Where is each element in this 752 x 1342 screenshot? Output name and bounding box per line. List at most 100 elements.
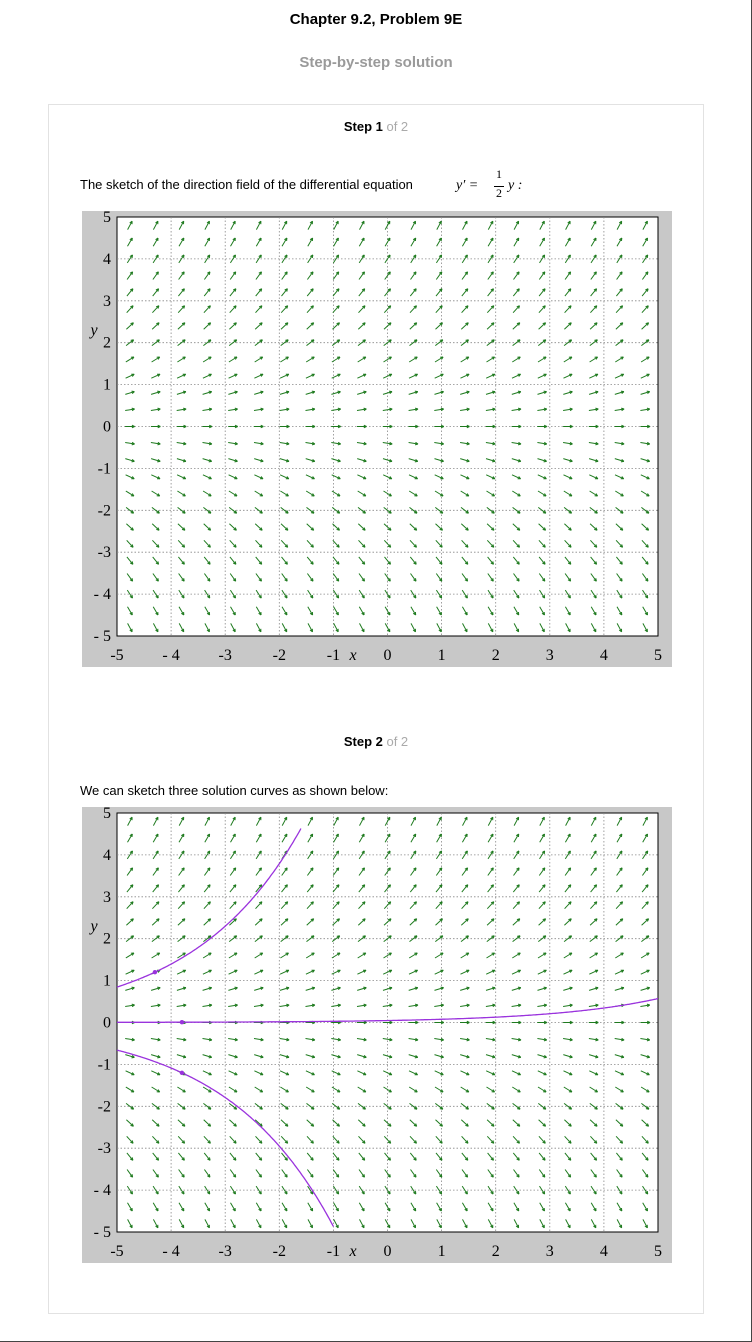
arrow-head: [387, 271, 391, 275]
arrow-head: [412, 628, 416, 633]
arrow-head: [568, 918, 572, 922]
direction-arrow: [126, 539, 134, 548]
direction-arrow: [616, 867, 623, 876]
arrow-head: [568, 1089, 573, 1093]
direction-arrow: [460, 458, 470, 463]
arrow-head: [464, 1174, 469, 1178]
arrow-head: [259, 510, 263, 514]
arrow-shaft: [590, 305, 598, 314]
arrow-head: [516, 595, 520, 599]
arrow-head: [515, 833, 520, 838]
arrow-head: [233, 356, 238, 360]
arrow-shaft: [588, 1038, 599, 1041]
arrow-head: [258, 1174, 262, 1178]
arrow-shaft: [511, 373, 521, 379]
direction-arrow: [305, 407, 316, 412]
arrow-shaft: [152, 833, 159, 843]
direction-arrow: [539, 606, 545, 616]
arrow-shaft: [357, 1119, 366, 1127]
arrow-shaft: [279, 458, 290, 462]
arrow-head: [464, 867, 469, 871]
arrow-shaft: [616, 254, 623, 264]
arrow-head: [645, 510, 650, 514]
arrow-head: [129, 288, 134, 292]
direction-arrow: [537, 1086, 547, 1093]
arrow-shaft: [435, 850, 443, 860]
arrow-shaft: [126, 1135, 134, 1144]
direction-arrow: [615, 935, 624, 942]
arrow-shaft: [202, 1054, 212, 1058]
direction-arrow: [513, 623, 520, 633]
direction-arrow: [305, 474, 315, 480]
arrow-shaft: [511, 391, 521, 395]
arrow-shaft: [152, 288, 159, 297]
arrow-shaft: [382, 373, 393, 379]
arrow-head: [593, 271, 597, 275]
direction-arrow: [408, 986, 419, 991]
arrow-shaft: [511, 1054, 521, 1058]
arrow-head: [646, 969, 650, 973]
direction-arrow: [589, 935, 598, 942]
arrow-head: [413, 578, 417, 582]
direction-arrow: [487, 1202, 494, 1212]
direction-arrow: [255, 606, 262, 616]
arrow-shaft: [331, 952, 341, 959]
arrow-shaft: [281, 1202, 288, 1212]
arrow-shaft: [150, 408, 161, 411]
arrow-head: [389, 1020, 393, 1025]
arrow-head: [337, 476, 341, 480]
arrow-shaft: [305, 474, 315, 480]
direction-arrow: [539, 816, 545, 826]
direction-arrow: [537, 1003, 548, 1008]
arrow-shaft: [305, 952, 315, 959]
arrow-head: [542, 305, 546, 309]
direction-arrow: [487, 1152, 494, 1161]
arrow-head: [284, 1140, 289, 1144]
arrow-head: [490, 561, 494, 565]
arrow-shaft: [563, 1103, 572, 1110]
arrow-shaft: [151, 1070, 161, 1076]
arrow-head: [466, 1020, 470, 1025]
arrow-shaft: [460, 442, 470, 445]
arrow-shaft: [358, 867, 365, 876]
arrow-shaft: [358, 254, 365, 264]
arrow-head: [155, 561, 160, 565]
arrow-head: [438, 816, 442, 821]
arrow-shaft: [436, 220, 442, 230]
arrow-head: [388, 373, 393, 377]
arrow-head: [387, 1224, 391, 1229]
arrow-shaft: [307, 1219, 313, 1229]
arrow-head: [232, 816, 236, 821]
arrow-shaft: [486, 490, 495, 497]
y-tick-label: -1: [98, 460, 111, 477]
arrow-shaft: [513, 237, 520, 247]
arrow-head: [181, 1207, 185, 1212]
arrow-shaft: [434, 373, 444, 379]
direction-arrow: [616, 1219, 623, 1229]
direction-arrow: [460, 523, 469, 531]
arrow-shaft: [125, 391, 135, 395]
initial-point-marker: [179, 1070, 185, 1075]
arrow-head: [594, 476, 599, 480]
arrow-head: [466, 1072, 470, 1076]
arrow-head: [465, 510, 469, 514]
direction-arrow: [408, 490, 418, 497]
arrow-shaft: [230, 816, 236, 826]
arrow-head: [619, 305, 624, 309]
direction-arrow: [281, 867, 288, 876]
arrow-head: [157, 1037, 161, 1042]
arrow-head: [413, 322, 418, 326]
arrow-head: [438, 237, 442, 242]
direction-arrow: [589, 322, 598, 330]
arrow-shaft: [461, 1169, 469, 1178]
arrow-head: [260, 441, 264, 446]
arrow-shaft: [126, 271, 134, 280]
arrow-head: [438, 1224, 442, 1229]
arrow-shaft: [408, 490, 418, 497]
arrow-shaft: [564, 573, 572, 582]
arrow-shaft: [564, 1185, 571, 1195]
arrow-shaft: [563, 1070, 573, 1076]
direction-arrow: [512, 901, 520, 910]
arrow-shaft: [255, 271, 262, 280]
arrow-shaft: [616, 1219, 623, 1229]
